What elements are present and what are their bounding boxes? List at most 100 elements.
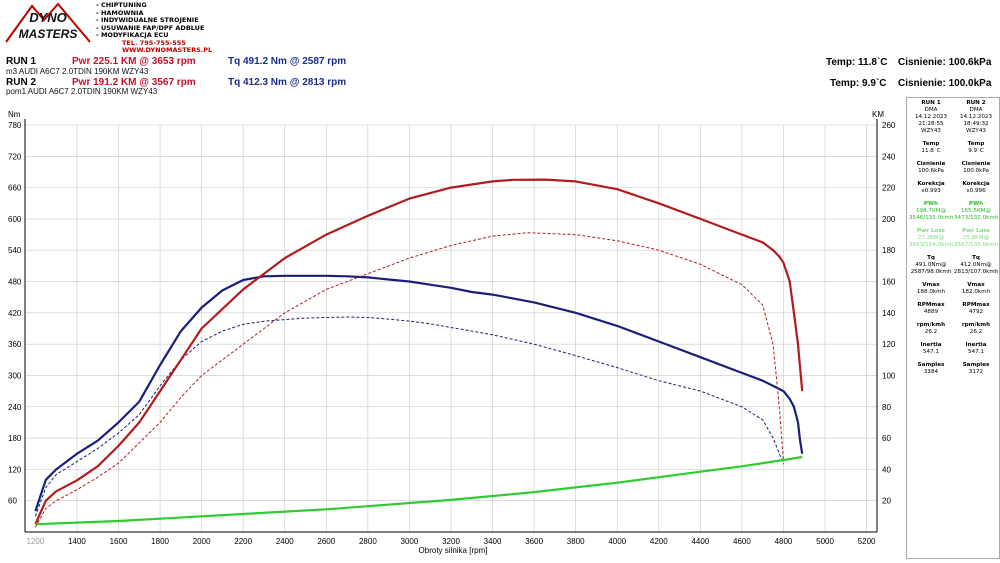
detail-vmax-label: Vmax — [922, 282, 940, 288]
detail-samples-label: Samples — [917, 362, 945, 368]
detail-run: RUN 2 — [966, 100, 986, 106]
chart-grid — [25, 124, 877, 532]
y-left-tick-label: 480 — [8, 278, 22, 287]
x-tick-label: 3400 — [484, 537, 502, 546]
detail-tq: 412.0Nm@ — [960, 262, 992, 268]
detail-corr-label: Korekcja — [917, 181, 945, 187]
detail-rpmkmh: 26.2 — [924, 329, 938, 335]
detail-rpmmax: 4792 — [968, 309, 984, 315]
detail-corr: x0.996 — [966, 188, 986, 194]
dyno-chart: 60 20 120 40 180 60 240 80 300 100 360 120 420 140 480… — [8, 110, 896, 555]
x-axis-label: Obroty silnika [rpm] — [419, 546, 488, 555]
service-item: - USUWANIE FAP/DPF ADBLUE — [96, 23, 205, 32]
detail-rpmkmh-label: rpm/kmh — [961, 322, 991, 328]
detail-press: 100.6kPa — [918, 168, 944, 174]
detail-vmax: 182.0kmh — [961, 289, 991, 295]
run1-details: RUN 1 DMA 14.12.2023 21:28:55 WZY43 Temp 11.8… — [909, 100, 953, 382]
x-tick-label: 5200 — [858, 537, 876, 546]
right-axis-unit: KM — [872, 110, 884, 119]
run1-pressure: Cisnienie: 100.6kPa — [898, 57, 992, 68]
y-left-tick-label: 60 — [8, 497, 17, 506]
service-item: - MODYFIKACJA ECU — [96, 31, 169, 39]
y-left-tick-label: 720 — [8, 152, 22, 161]
contact-web: WWW.DYNOMASTERS.PL — [122, 46, 213, 54]
x-tick-label: 5000 — [816, 537, 834, 546]
detail-time: 18:49:32 — [963, 121, 989, 127]
y-left-tick-label: 360 — [8, 340, 22, 349]
detail-corr-label: Korekcja — [962, 181, 990, 187]
y-right-tick-label: 120 — [882, 340, 896, 349]
contact-phone: TEL. 795-755-555 — [122, 38, 186, 47]
detail-temp-label: Temp — [967, 141, 985, 147]
y-right-tick-label: 40 — [882, 465, 891, 474]
x-tick-label: 4400 — [691, 537, 709, 546]
y-right-tick-label: 180 — [882, 246, 896, 255]
run2-vehicle: pom1 AUDI A6C7 2.0TDIN 190KM WZY43 — [6, 87, 158, 96]
logo-text-masters: MASTERS — [19, 27, 78, 41]
run1-power: Pwr 225.1 KM @ 3653 rpm — [72, 56, 196, 67]
dynomasters-logo: DYNO MASTERS — [5, 2, 91, 43]
detail-rpmmax: 4889 — [923, 309, 939, 315]
detail-inertia: 547.1 — [967, 349, 984, 355]
detail-pwh2: 3546/135.0kmh — [909, 215, 954, 221]
y-left-tick-label: 660 — [8, 184, 22, 193]
run2-torque: Tq 412.3 Nm @ 2813 rpm — [228, 77, 347, 88]
detail-samples: 3384 — [923, 369, 939, 375]
detail-plate: WZY43 — [966, 128, 986, 134]
detail-pwrloss2: 3567/135.0kmh — [954, 242, 999, 248]
detail-temp-label: Temp — [922, 141, 940, 147]
detail-pwrloss: 27.2KM@ — [917, 235, 945, 241]
y-left-tick-label: 180 — [8, 434, 22, 443]
y-left-tick-label: 600 — [8, 215, 22, 224]
detail-inertia-label: Inertia — [965, 342, 987, 348]
detail-tq: 491.0Nm@ — [915, 262, 947, 268]
service-item: - INDYWIDUALNE STROJENIE — [96, 16, 199, 24]
y-right-tick-label: 200 — [882, 215, 896, 224]
x-tick-label: 4000 — [608, 537, 626, 546]
detail-press-label: Cisnienie — [916, 161, 946, 167]
run1-vehicle: m3 AUDI A6C7 2.0TDIN 190KM WZY43 — [6, 67, 149, 76]
run1-temp: Temp: 11.8`C — [826, 57, 888, 68]
detail-press: 100.0kPa — [963, 168, 989, 174]
run2-temp: Temp: 9.9`C — [830, 78, 887, 89]
torque-run1-line — [34, 274, 804, 512]
detail-dma: DMA — [924, 107, 938, 113]
x-tick-label: 1800 — [151, 537, 169, 546]
y-left-tick-label: 780 — [8, 121, 22, 130]
y-right-tick-label: 60 — [882, 434, 891, 443]
x-tick-label: 2000 — [193, 537, 211, 546]
y-right-tick-label: 100 — [882, 371, 896, 380]
detail-rpmmax-label: RPMmax — [917, 302, 945, 308]
service-item: - HAMOWNIA — [96, 8, 144, 17]
detail-corr: x0.993 — [921, 188, 941, 194]
detail-press-label: Cisnienie — [961, 161, 991, 167]
x-tick-label: 4800 — [775, 537, 793, 546]
x-tick-label: 4600 — [733, 537, 751, 546]
run2-power: Pwr 191.2 KM @ 3567 rpm — [72, 77, 196, 88]
left-axis-unit: Nm — [8, 110, 21, 119]
detail-pwrloss-label: Pwr Loss — [916, 228, 946, 234]
run1-label: RUN 1 — [6, 56, 37, 67]
chart-axes — [24, 119, 878, 533]
x-tick-label: 3000 — [401, 537, 419, 546]
detail-rpmkmh: 26.2 — [969, 329, 983, 335]
y-right-tick-label: 20 — [882, 497, 891, 506]
y-left-tick-label: 120 — [8, 465, 22, 474]
x-tick-label: 2200 — [234, 537, 252, 546]
x-tick-label: 3800 — [567, 537, 585, 546]
detail-rpmkmh-label: rpm/kmh — [916, 322, 946, 328]
detail-tq2: 2587/98.0kmh — [910, 269, 952, 275]
x-tick-label: 4200 — [650, 537, 668, 546]
detail-inertia: 547.1 — [922, 349, 939, 355]
y-left-tick-label: 300 — [8, 371, 22, 380]
y-left-tick-label: 240 — [8, 403, 22, 412]
x-tick-label: 2400 — [276, 537, 294, 546]
detail-vmax-label: Vmax — [967, 282, 985, 288]
x-tick-label: 1600 — [110, 537, 128, 546]
detail-pwh: 165.5KM@ — [960, 208, 992, 214]
chart-ticks: 60 20 120 40 180 60 240 80 300 100 360 120 420 140 480… — [8, 121, 896, 546]
x-tick-label: 2600 — [317, 537, 335, 546]
detail-temp: 9.9`C — [968, 148, 984, 154]
detail-date: 14.12.2023 — [959, 114, 993, 120]
y-right-tick-label: 160 — [882, 278, 896, 287]
